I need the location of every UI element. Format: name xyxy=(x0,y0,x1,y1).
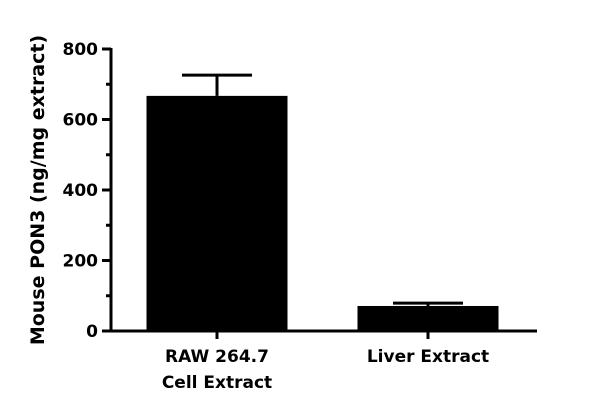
y-tick-label: 800 xyxy=(63,40,99,60)
x-category-label: Liver Extract xyxy=(367,347,489,367)
y-axis-title: Mouse PON3 (ng/mg extract) xyxy=(27,35,49,345)
x-category-label: Cell Extract xyxy=(162,373,272,393)
x-category-label: RAW 264.7 xyxy=(165,347,269,367)
y-tick-label: 200 xyxy=(63,252,99,272)
bar xyxy=(146,95,288,331)
y-tick-label: 0 xyxy=(86,322,98,342)
bar xyxy=(357,305,499,331)
y-tick-label: 400 xyxy=(63,181,99,201)
y-tick-label: 600 xyxy=(63,111,99,131)
